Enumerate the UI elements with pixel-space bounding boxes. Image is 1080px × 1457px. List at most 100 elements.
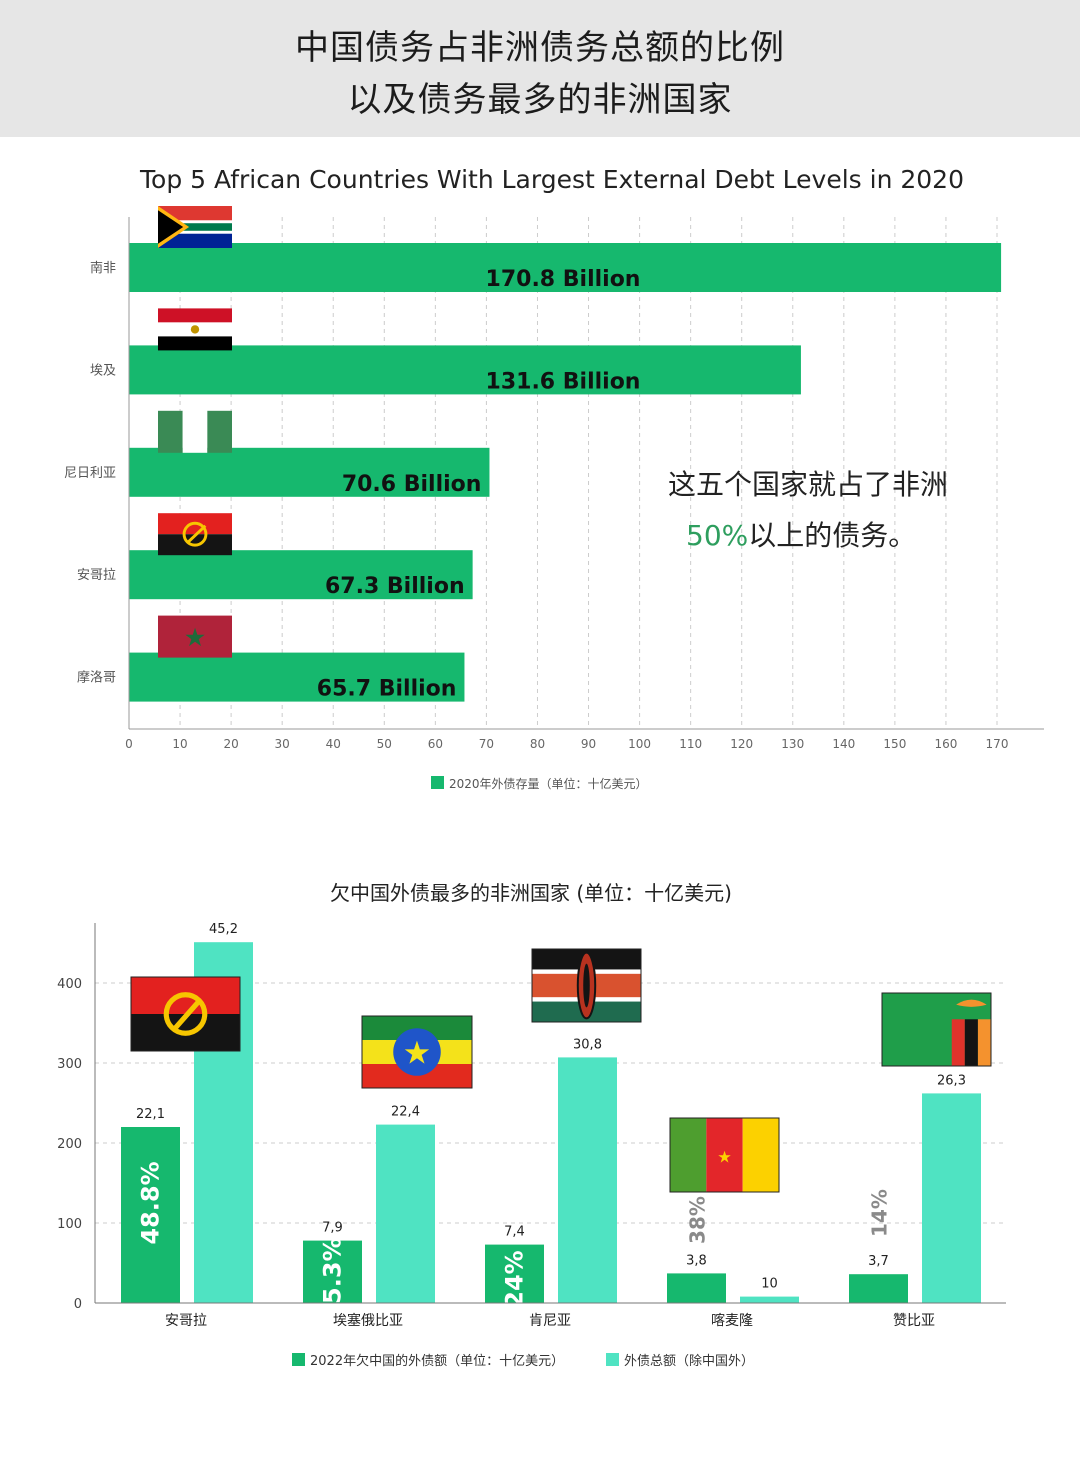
chart1-x-tick-label: 30 [275,737,290,751]
chart1-x-tick-label: 90 [581,737,596,751]
morocco-flag: ★ [158,615,232,658]
chart1-category-label: 埃及 [90,363,116,378]
chart2-y-tick-label: 0 [74,1297,82,1312]
chart1-x-tick-label: 100 [628,737,651,751]
chart2-share-label: 14% [868,1189,892,1237]
chart2-legend-label-china: 2022年欠中国的外债额（单位：十亿美元） [310,1353,564,1369]
chart1-value-label: 67.3 Billion [325,574,465,599]
chart2-y-tick-label: 100 [57,1217,82,1232]
chart2-bar-china [667,1273,726,1303]
chart1-category-label: 南非 [90,260,116,276]
chart1-x-tick-label: 0 [125,737,133,751]
chart2-category-label: 埃塞俄比亚 [333,1312,403,1329]
chart2-value-label-china: 22,1 [136,1107,165,1122]
header-title-line-1: 中国债务占非洲债务总额的比例 [295,28,785,68]
chart1-annotation-line-2: 50%以上的债务。 [686,519,916,552]
chart2-y-tick-label: 300 [57,1057,82,1072]
chart1-bar [129,345,801,395]
egypt-flag [158,308,232,351]
chart2-legend-swatch-china [292,1353,305,1366]
chart2-bar-other [558,1057,617,1303]
chart2-y-tick-label: 200 [57,1137,82,1152]
svg-text:★: ★ [717,1147,732,1166]
chart1-x-tick-label: 80 [530,737,545,751]
chart2-flag-frame [531,948,642,1023]
kenya-flag [532,949,641,1022]
chart1-x-tick-label: 40 [326,737,341,751]
chart2-share-label: 35.3% [319,1237,347,1320]
chart1-value-label: 70.6 Billion [342,472,482,497]
chart2-title: 欠中国外债最多的非洲国家 (单位：十亿美元) [330,881,732,905]
cameroon-flag: ★ [670,1118,779,1192]
chart1-value-label: 170.8 Billion [486,267,641,292]
chart1-annotation-line-1: 这五个国家就占了非洲 [668,468,948,501]
chart2-bar-china [849,1274,908,1303]
chart1-x-tick-label: 150 [883,737,906,751]
chart2-bar-china [121,1127,180,1303]
chart2-flag-frame [881,992,992,1067]
chart1-value-label: 65.7 Billion [317,677,457,702]
chart1-x-tick-label: 130 [781,737,804,751]
chart2-value-label-other: 10 [761,1277,778,1292]
chart1-x-tick-label: 20 [223,737,238,751]
chart1-annotation-highlight: 50% [686,519,748,552]
chart2-value-label-other: 22,4 [391,1105,420,1120]
chart2-category-label: 赞比亚 [893,1313,935,1329]
chart2-bar-other [376,1124,435,1303]
chart2-category-label: 喀麦隆 [711,1313,753,1329]
chart2-legend-label-other: 外债总额（除中国外） [624,1354,754,1369]
chart1-x-tick-label: 160 [934,737,957,751]
chart2-category-label: 安哥拉 [165,1313,207,1329]
header-title-line-2: 以及债务最多的非洲国家 [347,80,733,120]
chart1-category-label: 摩洛哥 [77,670,116,686]
chart1-legend-label: 2020年外债存量（单位：十亿美元） [449,776,648,791]
angola-flag [131,977,240,1051]
chart2-value-label-other: 45,2 [209,922,238,937]
chart1-legend-swatch [431,776,444,789]
chart1-category-label: 安哥拉 [77,568,116,583]
angola-flag [158,513,232,556]
chart2-flag-frame [669,1117,780,1193]
chart2-value-label-china: 3,7 [868,1254,889,1269]
chart2-value-label-other: 26,3 [937,1073,966,1088]
chart1-category-label: 尼日利亚 [64,466,116,481]
chart2-value-label-china: 7,9 [322,1221,343,1236]
chart2-bar-china [485,1244,544,1303]
chart1-x-tick-label: 10 [172,737,187,751]
chart1-x-tick-label: 50 [377,737,392,751]
chart2-flag-frame [130,976,241,1052]
chart1-bar [129,243,1002,292]
chart1-bar [129,447,490,497]
zambia-flag [882,993,991,1066]
chart2-legend-swatch-other [606,1353,619,1366]
chart1-x-tick-label: 170 [986,737,1009,751]
chart1-x-tick-label: 120 [730,737,753,751]
south-africa-flag [158,206,232,248]
chart1-annotation-rest: 以上的债务。 [748,519,916,552]
chart2-bar-other [922,1093,981,1303]
chart2-bar-china [303,1240,362,1303]
chart1-value-label: 131.6 Billion [486,369,641,394]
chart1-title: Top 5 African Countries With Largest Ext… [139,165,964,194]
chart2-share-label: 48.8% [137,1161,165,1244]
chart1-bar [129,550,473,600]
chart1-x-tick-label: 70 [479,737,494,751]
chart2-category-label: 肯尼亚 [529,1313,571,1329]
svg-text:★: ★ [403,1036,431,1072]
chart2-flag-frame [361,1015,473,1089]
chart2-bar-other [740,1296,799,1303]
chart2-value-label-other: 30,8 [573,1037,602,1052]
chart1-x-tick-label: 60 [428,737,443,751]
page-header: 中国债务占非洲债务总额的比例 以及债务最多的非洲国家 [0,0,1080,137]
chart1-bar [129,652,465,702]
chart2-share-label: 24% [501,1250,529,1307]
chart1-legend: 2020年外债存量（单位：十亿美元） [431,776,648,791]
chart1-x-tick-label: 110 [679,737,702,751]
chart2-y-tick-label: 400 [57,977,82,992]
external-debt-chart: Top 5 African Countries With Largest Ext… [64,165,1044,791]
chart2-legend: 2022年欠中国的外债额（单位：十亿美元） 外债总额（除中国外） [292,1353,754,1369]
chart2-share-label: 38% [686,1196,710,1244]
nigeria-flag [158,410,232,453]
chart1-x-tick-label: 140 [832,737,855,751]
chart2-value-label-china: 7,4 [504,1225,525,1240]
